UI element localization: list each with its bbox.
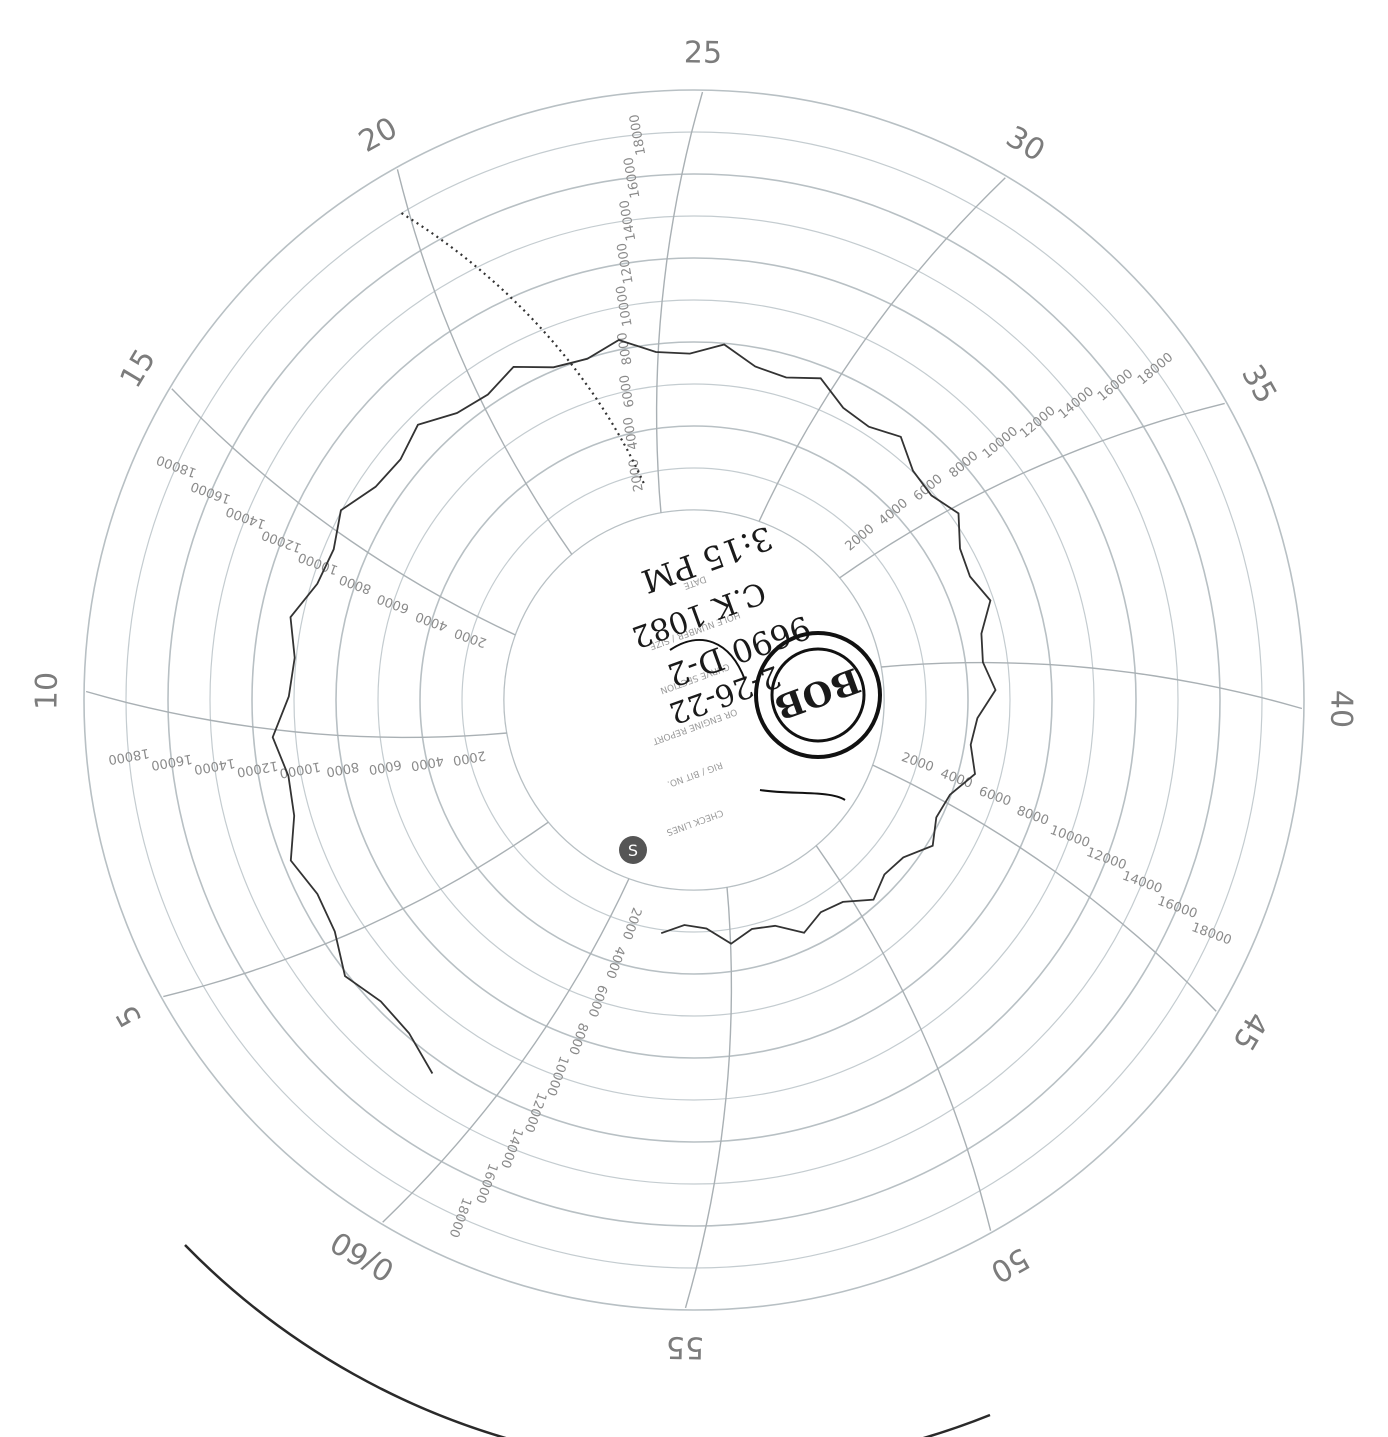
- depth-ring: [209, 215, 1179, 1185]
- center-hub: [503, 509, 885, 891]
- depth-label: 4000: [414, 608, 450, 633]
- depth-label: 18000: [1135, 350, 1176, 388]
- depth-label: 12000: [521, 1090, 549, 1134]
- minute-dividers: [85, 91, 1303, 1309]
- depth-label: 6000: [911, 472, 946, 505]
- depth-label: 18000: [107, 745, 150, 767]
- depth-ring: [251, 257, 1137, 1143]
- minute-label: 15: [113, 343, 163, 394]
- depth-labels: 2000400060008000100001200014000160001800…: [107, 113, 1233, 1239]
- minute-label: 10: [29, 672, 65, 711]
- handwriting-stroke: [669, 639, 746, 681]
- depth-label: 16000: [150, 751, 193, 773]
- minute-label: 0/60: [325, 1223, 401, 1288]
- depth-label: 10000: [278, 758, 321, 780]
- depth-label: 2000: [452, 625, 488, 650]
- depth-label: 8000: [337, 571, 373, 596]
- depth-ring: [377, 383, 1011, 1017]
- depth-ring: [461, 467, 927, 933]
- minute-divider: [684, 887, 733, 1309]
- logo: S: [619, 836, 647, 864]
- minute-divider: [382, 878, 630, 1223]
- depth-label: 6000: [368, 756, 403, 777]
- depth-ring: [167, 173, 1221, 1227]
- depth-label: 4000: [410, 752, 445, 773]
- depth-label: 16000: [1155, 894, 1199, 922]
- minute-divider: [839, 402, 1225, 579]
- depth-ring: [335, 341, 1053, 1059]
- minute-label: 25: [684, 35, 723, 71]
- minute-divider: [815, 845, 992, 1231]
- minute-divider: [872, 764, 1217, 1012]
- depth-label: 6000: [977, 784, 1013, 809]
- depth-trace: [271, 339, 997, 1074]
- minute-label: 30: [1000, 119, 1051, 169]
- minute-divider: [655, 91, 704, 513]
- depth-label: 12000: [615, 242, 637, 285]
- depth-label: 16000: [622, 156, 644, 199]
- depth-label: 16000: [1095, 366, 1136, 404]
- depth-label: 14000: [1120, 869, 1164, 897]
- depth-label: 14000: [617, 199, 639, 242]
- depth-label: 12000: [1017, 403, 1058, 441]
- minute-divider: [171, 388, 516, 636]
- minute-label: 5: [109, 999, 149, 1033]
- depth-label: 18000: [1189, 920, 1233, 948]
- minute-divider: [396, 169, 573, 555]
- minute-divider: [758, 177, 1006, 522]
- depth-label: 8000: [946, 449, 981, 482]
- depth-label: 4000: [602, 944, 627, 980]
- minute-divider: [881, 661, 1303, 710]
- depth-label: 14000: [497, 1126, 525, 1170]
- depth-label: 2000: [452, 747, 487, 768]
- depth-label: 2000: [899, 750, 935, 775]
- depth-label: 14000: [193, 755, 236, 777]
- depth-label: 16000: [472, 1161, 500, 1205]
- depth-label: 14000: [1056, 384, 1097, 422]
- minute-divider: [85, 690, 507, 739]
- depth-label: 16000: [189, 478, 233, 506]
- depth-label: 10000: [980, 424, 1021, 462]
- minute-label: 45: [1225, 1006, 1275, 1057]
- depth-ring: [83, 89, 1305, 1311]
- depth-label: 18000: [627, 113, 649, 156]
- depth-label: 2000: [619, 905, 644, 941]
- depth-label: 14000: [224, 503, 268, 531]
- depth-label: 18000: [446, 1195, 474, 1239]
- depth-ring: [293, 299, 1095, 1101]
- trace-lines: [271, 212, 997, 1074]
- depth-trace: [400, 212, 646, 485]
- minute-divider: [163, 821, 549, 998]
- depth-label: 8000: [1014, 803, 1050, 828]
- depth-ring: [125, 131, 1263, 1269]
- minute-label: 55: [666, 1329, 705, 1365]
- minute-label: 40: [1323, 690, 1359, 729]
- outer-rim-arc: [184, 1244, 991, 1437]
- depth-label: 4000: [621, 416, 642, 451]
- depth-label: 10000: [1048, 823, 1092, 851]
- depth-label: 18000: [155, 452, 199, 480]
- minute-label: 35: [1234, 359, 1283, 409]
- depth-label: 10000: [614, 284, 636, 327]
- depth-label: 8000: [565, 1020, 590, 1056]
- depth-label: 12000: [260, 527, 304, 555]
- depth-label: 6000: [617, 374, 638, 409]
- depth-label: 8000: [615, 331, 636, 366]
- handwriting-scribble: [759, 789, 846, 801]
- depth-label: 6000: [375, 590, 411, 615]
- depth-label: 2000: [626, 458, 647, 493]
- logo-letter: S: [628, 841, 638, 860]
- depth-ring: [419, 425, 969, 975]
- depth-label: 8000: [325, 758, 360, 779]
- depth-label: 10000: [296, 549, 340, 577]
- depth-label: 6000: [584, 983, 609, 1019]
- depth-label: 12000: [1084, 845, 1128, 873]
- depth-label: 12000: [236, 757, 279, 779]
- depth-label: 10000: [543, 1054, 571, 1098]
- depth-rings: [83, 89, 1305, 1311]
- minute-label: 50: [984, 1240, 1034, 1289]
- minute-label: 20: [353, 111, 403, 160]
